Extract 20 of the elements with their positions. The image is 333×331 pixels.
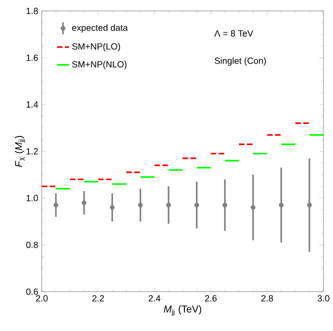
y-tick-label: 1.0 [26, 194, 38, 202]
y-tick-label: 0.8 [26, 241, 38, 248]
x-tick-label: 2.4 [148, 294, 160, 302]
x-tick-label: 2.6 [205, 294, 217, 302]
x-tick-label: 2.2 [92, 294, 104, 302]
annotation: Λ = 8 TeV [214, 30, 254, 36]
x-tick-label: 3.0 [318, 294, 330, 302]
y-axis-title: F$_{χ}$ (M$_{jj}$) [14, 136, 26, 167]
annotation: Singlet (Con) [214, 57, 266, 66]
y-tick-label: 0.6 [26, 288, 38, 295]
x-tick-label: 2.0 [36, 294, 48, 302]
y-tick-label: 1.8 [26, 8, 38, 14]
y-tick-label: 1.6 [26, 54, 38, 61]
y-tick-label: 1.2 [26, 148, 38, 154]
legend-label: SM+NP(NLO) [72, 60, 127, 70]
legend-label: SM+NP(LO) [72, 42, 120, 52]
x-axis-title: M$_{jj}$ (TeV) [164, 305, 202, 316]
x-tick-label: 2.8 [261, 294, 273, 302]
legend-label: expected data [72, 24, 128, 32]
y-tick-label: 1.4 [26, 101, 38, 108]
